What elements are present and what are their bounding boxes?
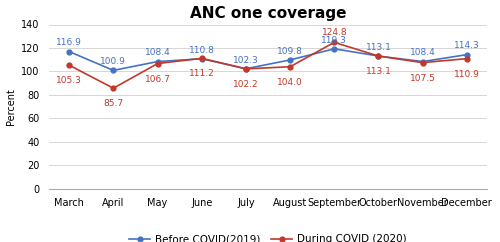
Text: 124.8: 124.8 (322, 28, 347, 37)
Text: 100.9: 100.9 (100, 57, 126, 66)
Text: 102.3: 102.3 (233, 56, 259, 65)
Text: 104.0: 104.0 (277, 78, 303, 87)
During COVID (2020) (110, 87, 116, 90)
Text: 107.5: 107.5 (410, 74, 436, 83)
Line: During COVID (2020): During COVID (2020) (67, 40, 469, 91)
Before COVID(2019) (332, 47, 338, 50)
Text: 113.1: 113.1 (366, 67, 392, 76)
During COVID (2020) (287, 65, 293, 68)
Text: 111.2: 111.2 (189, 69, 214, 78)
During COVID (2020) (154, 62, 160, 65)
Text: 105.3: 105.3 (56, 76, 82, 85)
During COVID (2020) (376, 55, 382, 58)
Legend: Before COVID(2019), During COVID (2020): Before COVID(2019), During COVID (2020) (125, 230, 411, 242)
Before COVID(2019) (198, 57, 204, 60)
Before COVID(2019) (110, 69, 116, 72)
Before COVID(2019) (420, 60, 426, 63)
During COVID (2020) (332, 41, 338, 44)
Text: 109.8: 109.8 (277, 47, 303, 56)
During COVID (2020) (198, 57, 204, 60)
Line: Before COVID(2019): Before COVID(2019) (67, 46, 469, 73)
During COVID (2020) (464, 57, 470, 60)
Text: 116.9: 116.9 (56, 38, 82, 47)
Before COVID(2019) (464, 53, 470, 56)
During COVID (2020) (66, 64, 72, 67)
Text: 114.3: 114.3 (454, 41, 479, 51)
Before COVID(2019) (243, 67, 249, 70)
Text: 108.4: 108.4 (144, 48, 171, 57)
Before COVID(2019) (154, 60, 160, 63)
Text: 113.1: 113.1 (366, 43, 392, 52)
Before COVID(2019) (287, 59, 293, 61)
Text: 110.9: 110.9 (454, 70, 479, 79)
Text: 85.7: 85.7 (104, 99, 124, 108)
Text: 106.7: 106.7 (144, 75, 171, 84)
Title: ANC one coverage: ANC one coverage (190, 6, 346, 21)
Y-axis label: Percent: Percent (6, 88, 16, 125)
Text: 110.8: 110.8 (189, 45, 214, 55)
Before COVID(2019) (66, 50, 72, 53)
During COVID (2020) (243, 68, 249, 70)
During COVID (2020) (420, 61, 426, 64)
Text: 108.4: 108.4 (410, 48, 436, 57)
Text: 102.2: 102.2 (233, 80, 258, 89)
Before COVID(2019) (376, 55, 382, 58)
Text: 119.3: 119.3 (322, 36, 347, 45)
